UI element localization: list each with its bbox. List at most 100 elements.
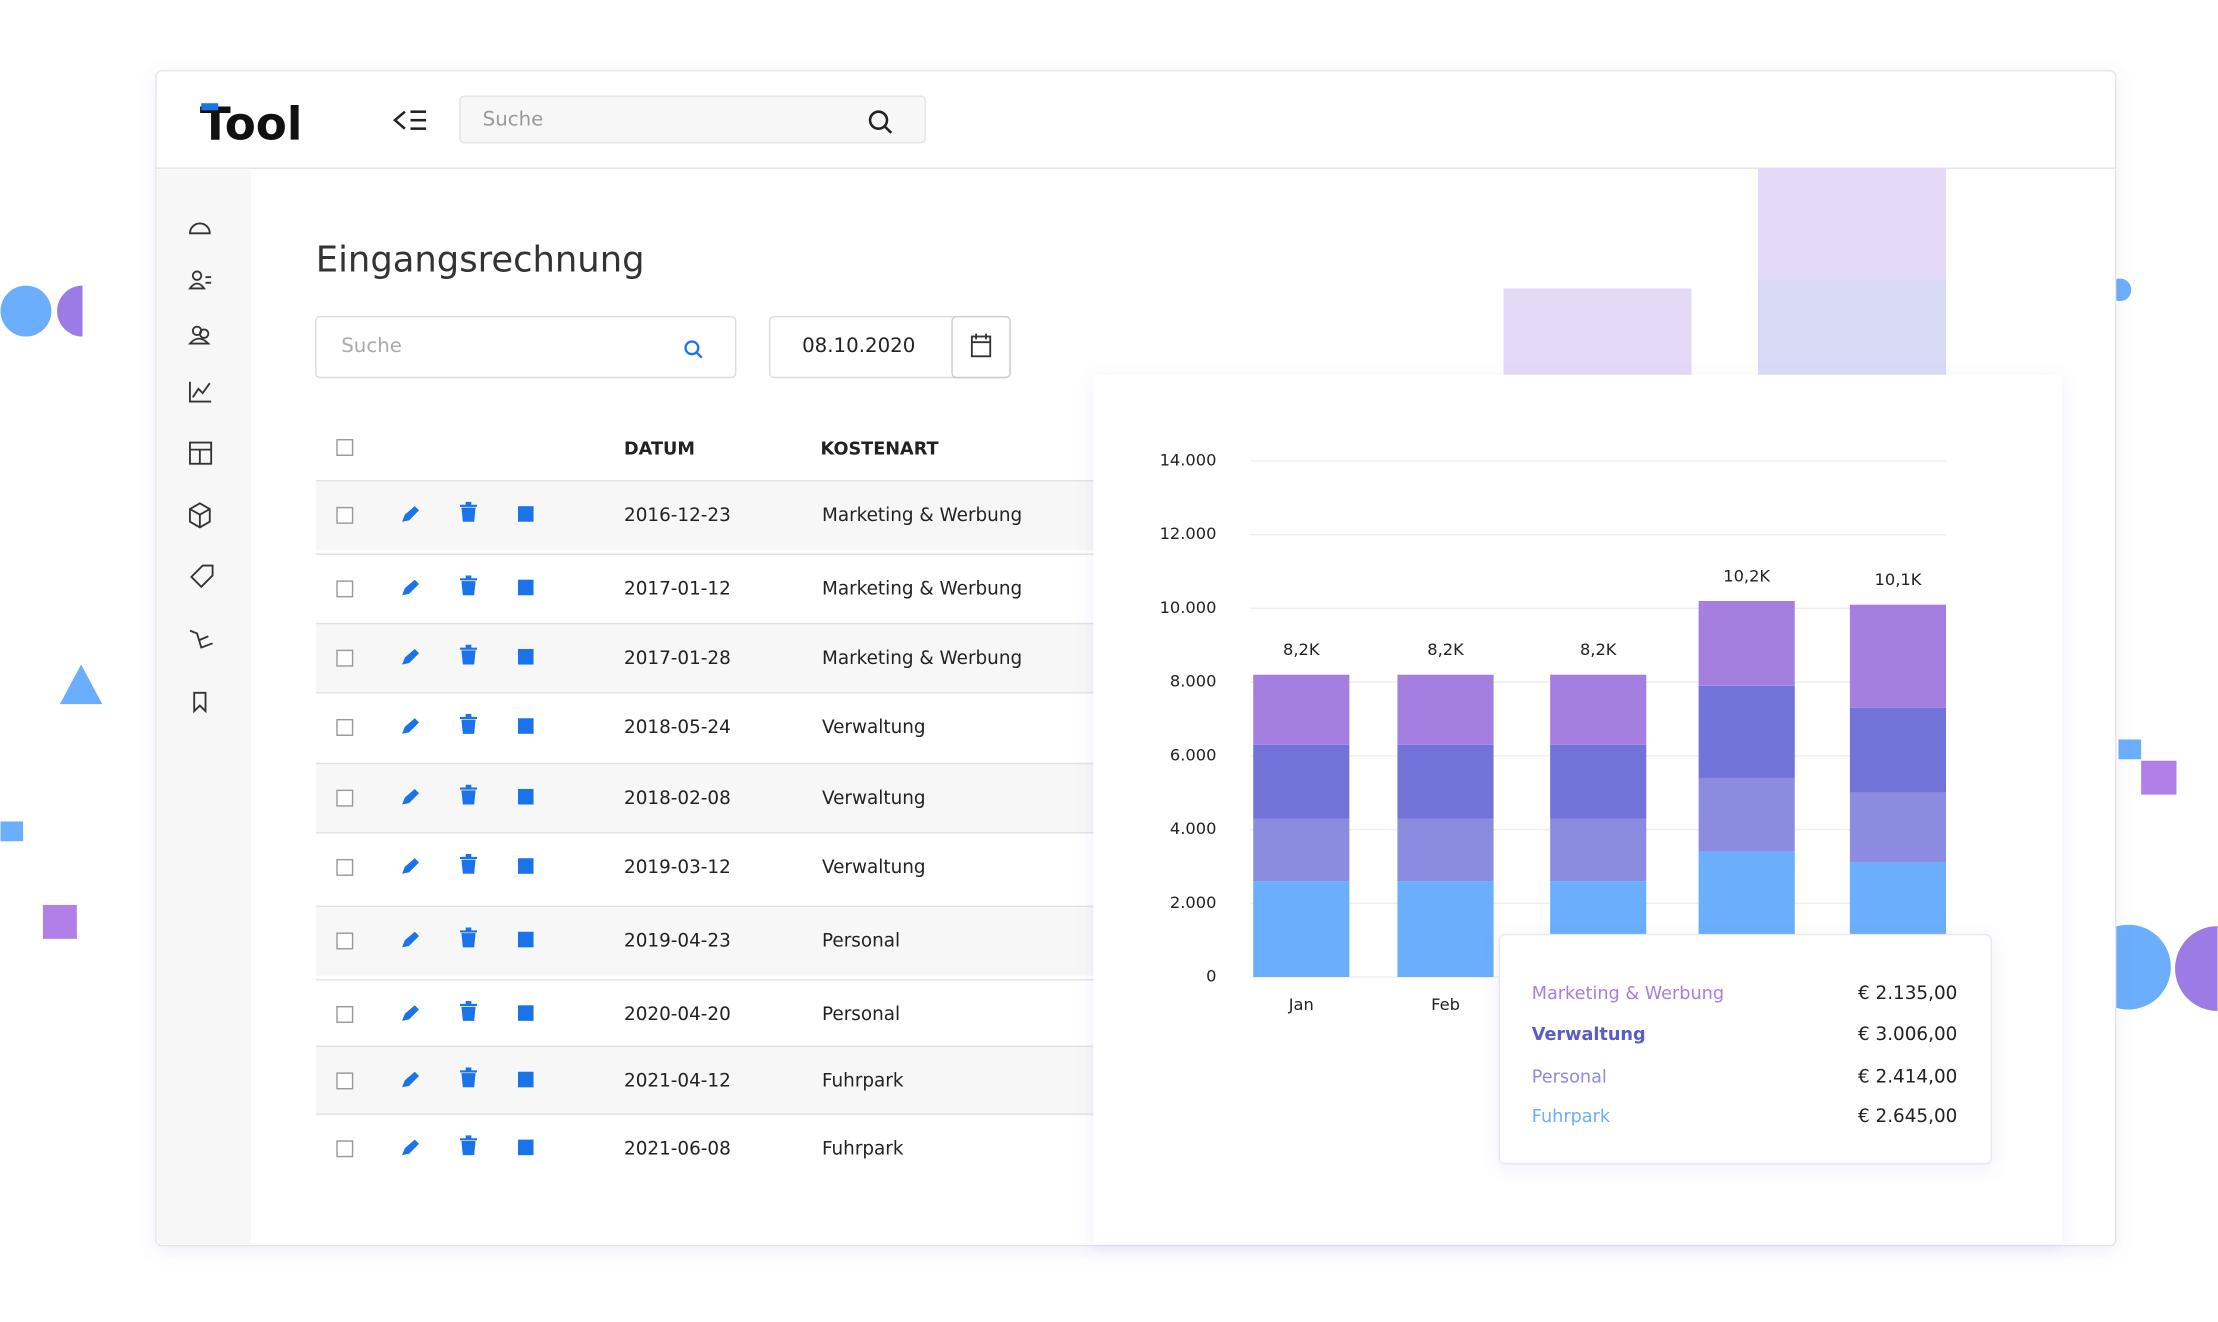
view-icon[interactable] xyxy=(517,1005,534,1021)
view-icon[interactable] xyxy=(517,648,534,665)
x-tick-label: Jan xyxy=(1288,995,1314,1014)
delete-icon[interactable] xyxy=(460,784,477,805)
header-search[interactable] xyxy=(459,95,926,144)
delete-icon[interactable] xyxy=(460,501,477,522)
edit-icon[interactable] xyxy=(402,931,420,948)
view-icon[interactable] xyxy=(517,1071,534,1088)
logo-accent xyxy=(201,103,219,111)
checkbox[interactable] xyxy=(336,789,354,807)
cell: Personal xyxy=(822,1004,900,1025)
cell: Personal xyxy=(822,931,900,952)
nav-icon[interactable] xyxy=(188,270,212,290)
delete-icon[interactable] xyxy=(460,1067,477,1088)
delete-icon[interactable] xyxy=(460,927,477,948)
y-tick-label: 8.000 xyxy=(1170,672,1217,691)
edit-icon[interactable] xyxy=(402,648,420,665)
view-icon[interactable] xyxy=(517,579,534,596)
page-title: Eingangsrechnung xyxy=(316,240,645,281)
cell: Verwaltung xyxy=(822,788,926,809)
delete-icon[interactable] xyxy=(460,714,477,734)
checkbox[interactable] xyxy=(336,1072,354,1090)
view-icon[interactable] xyxy=(517,788,534,805)
bar-segment xyxy=(1849,604,1947,708)
calendar-icon xyxy=(970,333,992,358)
edit-icon[interactable] xyxy=(402,1005,420,1021)
nav-icon[interactable] xyxy=(189,441,213,465)
calendar-button[interactable] xyxy=(951,316,1011,379)
checkbox[interactable] xyxy=(336,439,354,456)
checkbox[interactable] xyxy=(336,718,354,736)
nav-icon[interactable] xyxy=(189,629,213,649)
search-icon[interactable] xyxy=(868,110,893,134)
checkbox[interactable] xyxy=(336,1140,354,1158)
view-icon[interactable] xyxy=(517,506,534,522)
edit-icon[interactable] xyxy=(402,718,420,734)
decor xyxy=(1757,168,1947,282)
checkbox[interactable] xyxy=(336,649,354,667)
edit-icon[interactable] xyxy=(402,788,420,805)
edit-icon[interactable] xyxy=(402,858,420,874)
checkbox[interactable] xyxy=(336,506,354,524)
nav-icon[interactable] xyxy=(189,502,211,529)
chart: 0 2.000 4.000 6.000 8.000 10.000 12.000 14.000 8… xyxy=(1160,450,1947,1014)
bar-segment xyxy=(1253,818,1350,882)
tooltip-amount: € 3.006,00 xyxy=(1858,1024,1957,1045)
decor xyxy=(2175,926,2218,1011)
view-icon[interactable] xyxy=(517,931,534,948)
bar-segment xyxy=(1550,818,1647,882)
nav-icon[interactable] xyxy=(189,222,211,235)
cell: 2020-04-20 xyxy=(624,1004,731,1025)
row-bg xyxy=(315,1046,1094,1116)
cell: 2018-05-24 xyxy=(624,717,731,738)
cell: 2021-06-08 xyxy=(624,1139,731,1160)
delete-icon[interactable] xyxy=(460,853,477,874)
delete-icon[interactable] xyxy=(460,644,477,665)
cell: 2017-01-12 xyxy=(624,579,731,600)
checkbox[interactable] xyxy=(336,932,354,950)
edit-icon[interactable] xyxy=(402,1139,420,1156)
delete-icon[interactable] xyxy=(460,1001,477,1021)
cell: 2017-01-28 xyxy=(624,648,731,669)
table-search[interactable] xyxy=(315,316,737,379)
total-label: 10,1K xyxy=(1875,570,1922,589)
checkbox[interactable] xyxy=(336,858,354,876)
y-tick-label: 6.000 xyxy=(1170,745,1217,764)
y-tick-label: 2.000 xyxy=(1170,893,1217,912)
view-icon[interactable] xyxy=(517,858,534,874)
cell: Marketing & Werbung xyxy=(822,505,1022,526)
cell: 2018-02-08 xyxy=(624,788,731,809)
x-tick-label: Feb xyxy=(1431,995,1460,1014)
edit-icon[interactable] xyxy=(402,579,420,596)
tooltip-name: Marketing & Werbung xyxy=(1532,984,1724,1004)
row-bg xyxy=(315,480,1094,551)
delete-icon[interactable] xyxy=(460,1135,477,1156)
checkbox[interactable] xyxy=(336,580,354,598)
search-icon[interactable] xyxy=(684,340,703,359)
bar-segment xyxy=(1550,744,1647,819)
tooltip-amount: € 2.645,00 xyxy=(1858,1106,1957,1127)
y-tick-label: 12.000 xyxy=(1160,524,1217,543)
bar-segment xyxy=(1698,685,1795,778)
bar-segment xyxy=(1550,674,1647,745)
edit-icon[interactable] xyxy=(402,506,420,522)
nav-icon[interactable] xyxy=(190,564,214,589)
nav-icon[interactable] xyxy=(187,325,211,345)
delete-icon[interactable] xyxy=(460,575,477,596)
decor xyxy=(1757,279,1947,377)
y-tick-label: 4.000 xyxy=(1170,819,1217,838)
checkbox[interactable] xyxy=(336,1005,354,1023)
y-tick-label: 14.000 xyxy=(1160,450,1217,469)
nav-icon[interactable] xyxy=(189,381,212,403)
edit-icon[interactable] xyxy=(402,1071,420,1088)
bar-segment xyxy=(1698,777,1795,852)
row-bg xyxy=(315,623,1094,693)
menu-toggle[interactable] xyxy=(393,110,427,130)
tooltip-amount: € 2.414,00 xyxy=(1858,1066,1957,1087)
nav-icon[interactable] xyxy=(193,691,207,714)
bar-segment xyxy=(1397,881,1494,978)
column-header: KOSTENART xyxy=(821,440,939,460)
view-icon[interactable] xyxy=(517,1139,534,1156)
view-icon[interactable] xyxy=(517,718,534,734)
